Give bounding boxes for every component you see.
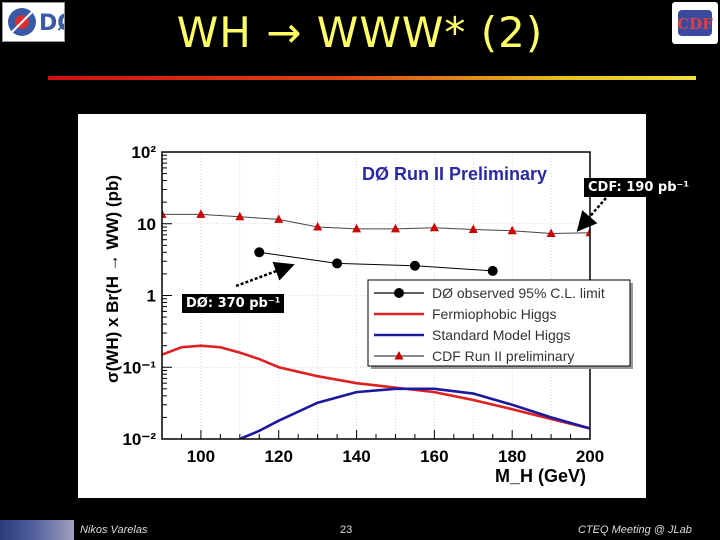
data-point	[390, 223, 400, 233]
legend-label: DØ observed 95% C.L. limit	[432, 285, 605, 301]
slide-title: WH → WWW* (2)	[176, 8, 544, 57]
y-tick-label: 10	[137, 215, 156, 234]
data-point	[162, 209, 167, 218]
cdf-logo: CDF	[672, 2, 718, 44]
chart-title: DØ Run II Preliminary	[362, 164, 547, 184]
series-3	[162, 209, 590, 238]
legend-box	[367, 279, 631, 367]
legend-label: Standard Model Higgs	[432, 327, 571, 343]
data-point	[409, 260, 420, 271]
series-line	[162, 344, 590, 430]
cdf-logo-text: CDF	[677, 15, 713, 33]
data-point	[332, 258, 343, 269]
y-tick-label: 1	[147, 287, 156, 306]
y-tick-label: 10⁻²	[122, 430, 156, 449]
series-1	[162, 344, 590, 430]
footer-page-number: 23	[340, 524, 353, 536]
legend-marker	[394, 288, 404, 298]
data-point	[352, 223, 362, 233]
data-point	[429, 222, 439, 232]
x-axis-label: M_H (GeV)	[495, 466, 586, 486]
legend-marker	[394, 351, 404, 360]
cdf-luminosity-callout: CDF: 190 pb⁻¹	[584, 178, 694, 197]
y-axis-label: σ(WH) x Br(H → WW) (pb)	[103, 175, 122, 383]
data-point	[487, 265, 498, 276]
data-point	[313, 222, 323, 231]
plot-frame: 100 120 140 160 180 200 10⁻² 10⁻¹ 1 10 10² DØ Run …	[78, 114, 646, 498]
data-point	[546, 228, 556, 238]
x-tick-label: 180	[498, 447, 526, 466]
y-tick-label: 10⁻¹	[122, 358, 156, 377]
footer-event: CTEQ Meeting @ JLab	[578, 524, 692, 536]
series-line	[259, 251, 493, 272]
uic-logo	[0, 520, 74, 540]
data-point	[196, 209, 206, 218]
series-0	[254, 247, 498, 276]
x-tick-label: 200	[576, 447, 604, 466]
x-tick-label: 140	[342, 447, 370, 466]
data-point	[254, 247, 265, 258]
chart: 100 120 140 160 180 200 10⁻² 10⁻¹ 1 10 10² DØ Run …	[103, 143, 633, 486]
d0-luminosity-callout: DØ: 370 pb⁻¹	[182, 294, 285, 313]
series-2	[239, 387, 590, 439]
data-point	[468, 224, 478, 234]
legend: DØ observed 95% C.L. limit Fermiophobic H…	[367, 279, 633, 369]
y-tick-label: 10²	[131, 143, 156, 162]
footer-author: Nikos Varelas	[80, 524, 148, 536]
x-tick-label: 120	[265, 447, 293, 466]
x-tick-label: 160	[420, 447, 448, 466]
cdf-logo-icon: CDF	[677, 10, 713, 36]
legend-label: Fermiophobic Higgs	[432, 306, 557, 322]
data-point	[507, 225, 517, 235]
data-point	[585, 227, 590, 237]
series-line	[162, 213, 590, 235]
data-point	[235, 211, 245, 221]
legend-label: CDF Run II preliminary	[432, 348, 574, 364]
x-tick-label: 100	[187, 447, 215, 466]
title-underline	[48, 76, 696, 80]
series-line	[239, 387, 590, 439]
data-point	[274, 214, 284, 223]
